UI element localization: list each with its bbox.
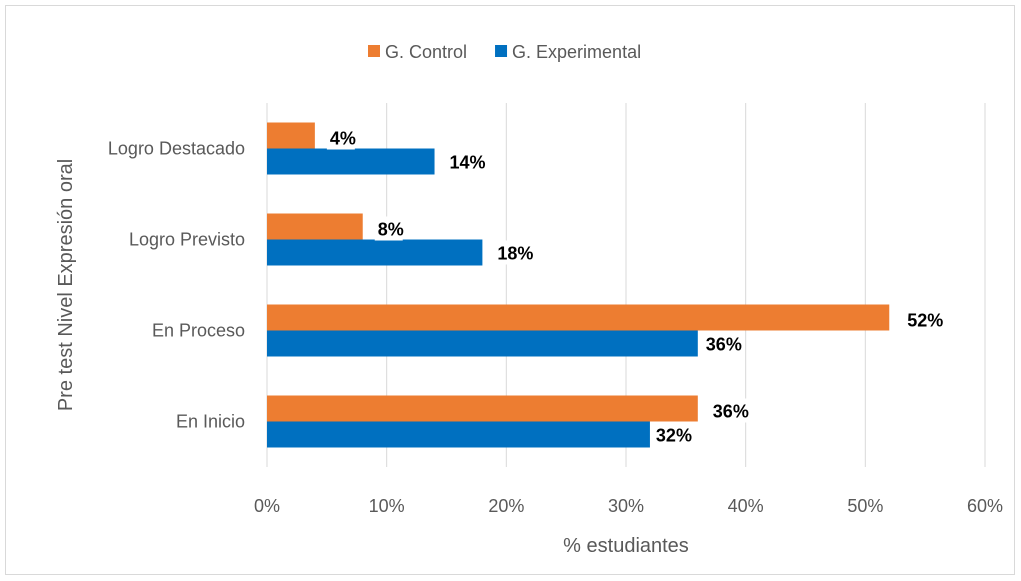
y-category-label: En Proceso	[152, 321, 245, 341]
data-label-bg	[326, 125, 355, 150]
y-axis-title: Pre test Nivel Expresión oral	[55, 159, 77, 411]
x-tick-label: 50%	[847, 496, 883, 516]
legend-swatch-experimental	[495, 45, 508, 57]
data-label-bg	[374, 216, 403, 241]
bar-experimental	[267, 148, 435, 175]
data-label-bg	[652, 422, 692, 447]
bar-experimental	[267, 330, 698, 357]
chart-frame	[5, 5, 1015, 575]
x-tick-label: 40%	[728, 496, 764, 516]
x-tick-label: 0%	[254, 496, 280, 516]
x-axis-title: % estudiantes	[563, 535, 689, 557]
bars	[267, 122, 890, 448]
x-tick-label: 20%	[488, 496, 524, 516]
legend: G. Control G. Experimental	[368, 42, 641, 62]
bar-control	[267, 304, 890, 331]
bar-experimental	[267, 239, 483, 266]
data-label-experimental: 36%	[706, 335, 742, 355]
x-axis-tick-labels: 0% 10% 20% 30% 40% 50% 60%	[254, 496, 1003, 516]
x-tick-label: 30%	[608, 496, 644, 516]
data-label-bg	[446, 149, 486, 174]
data-label-bg	[709, 398, 749, 423]
data-label-control: 4%	[330, 129, 356, 149]
x-tick-label: 10%	[369, 496, 405, 516]
data-label-control: 8%	[378, 220, 404, 240]
legend-label: G. Control	[385, 42, 467, 62]
legend-swatch-control	[368, 45, 380, 57]
data-label-bg	[904, 307, 944, 332]
y-axis-category-labels: Logro Destacado Logro Previsto En Proceso E…	[108, 139, 245, 432]
legend-label: G. Experimental	[512, 42, 641, 62]
bar-control	[267, 122, 315, 149]
bar-experimental	[267, 421, 650, 448]
data-label-control: 52%	[907, 311, 943, 331]
y-category-label: Logro Destacado	[108, 139, 245, 159]
data-label-experimental: 18%	[497, 244, 533, 264]
bar-control	[267, 213, 363, 240]
data-labels: 4% 14% 8% 18% 52% 36% 36% 32%	[326, 125, 944, 447]
data-label-bg	[702, 331, 742, 356]
data-label-bg	[494, 240, 534, 265]
bar-control	[267, 395, 698, 422]
data-label-control: 36%	[713, 402, 749, 422]
data-label-experimental: 14%	[450, 153, 486, 173]
data-label-experimental: 32%	[656, 426, 692, 446]
y-category-label: Logro Previsto	[129, 230, 245, 250]
y-category-label: En Inicio	[176, 412, 245, 432]
x-tick-label: 60%	[967, 496, 1003, 516]
